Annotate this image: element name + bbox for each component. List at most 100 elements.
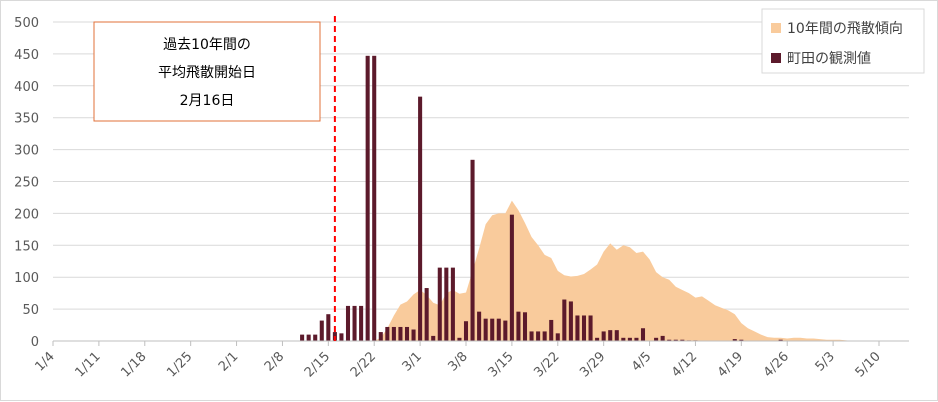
observation-bar — [352, 305, 357, 341]
trend-area-layer — [374, 200, 853, 341]
observation-bar — [634, 337, 639, 341]
legend-border — [761, 8, 925, 74]
annotation-line-3: 2月16日 — [180, 93, 235, 109]
x-tick-label: 1/11 — [72, 349, 103, 380]
observation-bar — [306, 334, 311, 341]
observation-bar — [424, 288, 429, 341]
observation-bar — [614, 330, 619, 341]
x-tick-label: 1/25 — [164, 349, 195, 380]
x-tick-label: 3/29 — [577, 349, 608, 380]
x-tick-label: 4/12 — [669, 349, 700, 380]
legend-label-trend: 10年間の飛散傾向 — [787, 21, 903, 37]
y-tick-label: 250 — [14, 176, 39, 191]
x-tick-label: 5/10 — [853, 349, 884, 380]
y-tick-label: 450 — [14, 48, 39, 63]
observation-bar — [450, 267, 455, 341]
observation-bar — [444, 267, 449, 341]
y-axis-ticks: 0 50 100 150 200 250 300 350 400 450 500 — [14, 16, 39, 350]
observation-bar — [319, 320, 324, 341]
x-tick-label: 3/8 — [445, 349, 470, 374]
observation-bar — [313, 334, 318, 341]
x-tick-label: 4/26 — [761, 349, 792, 380]
observation-bar — [490, 318, 495, 341]
observation-bar — [529, 331, 534, 341]
x-tick-label: 3/15 — [485, 349, 516, 380]
observation-bar — [536, 331, 541, 341]
x-tick-label: 2/22 — [348, 349, 379, 380]
observation-bar — [345, 305, 351, 341]
x-tick-label: 4/19 — [715, 349, 746, 380]
observation-bar — [568, 301, 573, 341]
observation-bar — [457, 337, 462, 341]
observation-bar — [778, 339, 783, 341]
observation-bar — [431, 335, 436, 341]
observation-bar — [739, 339, 744, 341]
y-tick-label: 350 — [14, 112, 39, 127]
x-tick-label: 3/22 — [531, 349, 562, 380]
legend-swatch-observed — [771, 53, 781, 63]
observation-bar — [588, 315, 593, 341]
observation-bar — [601, 331, 606, 341]
observation-bar — [300, 334, 305, 341]
y-tick-label: 400 — [14, 80, 39, 95]
observation-bar — [509, 214, 514, 341]
observation-bar — [365, 55, 370, 342]
annotation-border — [93, 21, 321, 122]
y-tick-label: 150 — [14, 239, 39, 254]
x-tick-label: 1/4 — [32, 349, 57, 374]
y-tick-label: 50 — [22, 303, 39, 318]
annotation-line-2: 平均飛散開始日 — [158, 65, 256, 81]
observation-bar — [470, 159, 475, 341]
observation-bar — [391, 326, 396, 341]
observation-bar — [477, 311, 482, 341]
observation-bars-layer — [300, 55, 783, 342]
observation-bar — [378, 332, 383, 341]
y-tick-label: 500 — [14, 16, 39, 31]
observation-bar — [640, 328, 646, 341]
legend-label-observed: 町田の観測値 — [787, 50, 871, 67]
observation-bar — [542, 331, 547, 341]
observation-bar — [483, 318, 488, 341]
observation-bar — [581, 315, 587, 341]
observation-bar — [411, 329, 416, 341]
observation-bar — [372, 55, 377, 342]
x-tick-label: 2/8 — [262, 349, 287, 374]
observation-bar — [667, 339, 672, 341]
observation-bar — [555, 333, 560, 341]
observation-bar — [359, 305, 364, 341]
observation-bar — [463, 321, 469, 341]
x-tick-label: 4/5 — [629, 349, 654, 374]
observation-bar — [562, 299, 567, 341]
x-tick-label: 1/18 — [118, 349, 149, 380]
x-tick-label: 2/1 — [216, 349, 241, 374]
x-tick-label: 3/1 — [400, 349, 425, 374]
observation-bar — [660, 335, 665, 341]
y-tick-label: 300 — [14, 144, 39, 159]
legend: 10年間の飛散傾向 町田の観測値 — [761, 8, 925, 74]
observation-bar — [339, 333, 344, 341]
trend-area — [374, 200, 853, 341]
observation-bar — [503, 320, 508, 341]
observation-bar — [404, 326, 410, 341]
observation-bar — [595, 337, 600, 341]
y-tick-label: 100 — [14, 271, 39, 286]
observation-bar — [522, 312, 528, 341]
observation-bar — [418, 96, 423, 342]
y-tick-label: 0 — [31, 335, 39, 350]
observation-bar — [575, 315, 580, 341]
observation-bar — [608, 330, 613, 341]
observation-bar — [326, 314, 331, 341]
observation-bar — [621, 337, 626, 341]
observation-bar — [385, 326, 390, 341]
observation-bar — [680, 339, 685, 341]
observation-bar — [673, 339, 678, 341]
observation-bar — [627, 337, 632, 341]
legend-swatch-trend — [771, 23, 781, 33]
observation-bar — [654, 337, 659, 341]
observation-bar — [496, 318, 501, 341]
observation-bar — [516, 311, 521, 341]
annotation-box: 過去10年間の 平均飛散開始日 2月16日 — [93, 21, 321, 122]
annotation-line-1: 過去10年間の — [163, 37, 251, 53]
